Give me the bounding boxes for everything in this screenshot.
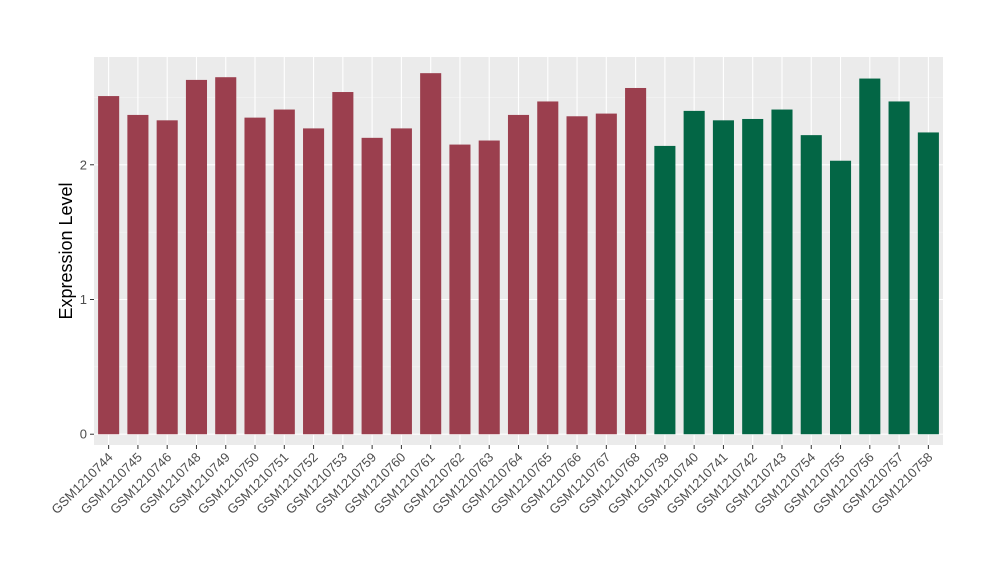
x-axis: GSM1210744GSM1210745GSM1210746GSM1210748…: [48, 445, 935, 517]
bar-GSM1210748: [185, 79, 208, 435]
bar-GSM1210755: [829, 160, 852, 435]
bar-GSM1210753: [332, 92, 354, 435]
bar-GSM1210768: [625, 87, 647, 435]
bar-GSM1210750: [244, 117, 266, 435]
bar-GSM1210761: [420, 73, 442, 435]
bar-GSM1210760: [390, 128, 412, 435]
bar-GSM1210740: [683, 110, 705, 435]
bar-GSM1210744: [98, 96, 120, 435]
bar-GSM1210762: [449, 144, 471, 435]
bar-GSM1210757: [888, 101, 910, 435]
bar-GSM1210759: [361, 137, 383, 435]
y-axis: 0 1 2: [80, 157, 94, 442]
y-axis-label: Expression Level: [56, 182, 76, 319]
bar-GSM1210763: [478, 140, 500, 435]
bar-GSM1210765: [537, 101, 559, 435]
bar-GSM1210746: [156, 120, 178, 435]
y-tick-label: 2: [80, 157, 87, 172]
bar-GSM1210756: [859, 78, 881, 435]
bar-GSM1210743: [771, 109, 793, 435]
bar-GSM1210758: [917, 132, 939, 435]
bar-GSM1210749: [215, 77, 237, 435]
y-tick-label: 1: [80, 292, 87, 307]
bar-GSM1210742: [742, 118, 764, 435]
bar-GSM1210754: [800, 135, 822, 435]
bar-GSM1210751: [273, 109, 295, 435]
bar-GSM1210752: [303, 128, 325, 435]
bars: [98, 73, 939, 435]
bar-GSM1210741: [712, 120, 734, 435]
y-tick-label: 0: [80, 427, 87, 442]
bar-GSM1210745: [127, 114, 149, 435]
bar-GSM1210766: [566, 116, 588, 435]
bar-GSM1210764: [507, 114, 530, 435]
bar-GSM1210767: [595, 113, 617, 435]
bar-GSM1210739: [654, 145, 676, 435]
